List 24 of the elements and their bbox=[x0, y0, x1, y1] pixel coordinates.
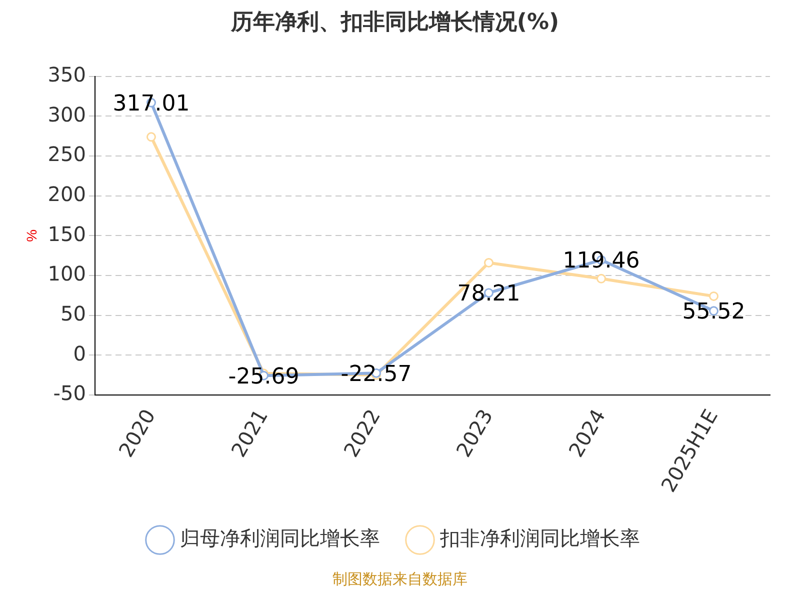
point bbox=[146, 132, 156, 142]
y-tick-label: 200 bbox=[48, 182, 86, 206]
chart-title: 历年净利、扣非同比增长情况(%) bbox=[230, 10, 560, 35]
data-label: 78.21 bbox=[457, 282, 520, 307]
y-tick-label: 0 bbox=[73, 341, 86, 366]
data-label: -22.57 bbox=[340, 362, 412, 387]
point bbox=[709, 291, 718, 301]
y-tick-label: 150 bbox=[48, 222, 86, 246]
point bbox=[484, 258, 494, 268]
y-tick-label: 250 bbox=[48, 142, 86, 166]
data-label: 55.52 bbox=[682, 300, 746, 325]
y-tick-label: 50 bbox=[60, 302, 86, 326]
text: 制图数据来自数据库 bbox=[332, 570, 468, 589]
legend-label: 归母净利润同比增长率 bbox=[180, 526, 380, 550]
y-axis-title: % bbox=[23, 229, 40, 242]
data-label: 317.01 bbox=[112, 91, 190, 116]
point bbox=[596, 274, 606, 284]
y-tick-label: 300 bbox=[48, 102, 86, 126]
data-label: 119.46 bbox=[562, 248, 640, 274]
y-tick-label: -50 bbox=[53, 381, 86, 406]
y-tick-label: 100 bbox=[48, 262, 86, 286]
y-tick-label: 350 bbox=[48, 62, 86, 87]
data-label: -25.69 bbox=[228, 364, 300, 390]
legend-label: 扣非净利润同比增长率 bbox=[439, 526, 640, 550]
